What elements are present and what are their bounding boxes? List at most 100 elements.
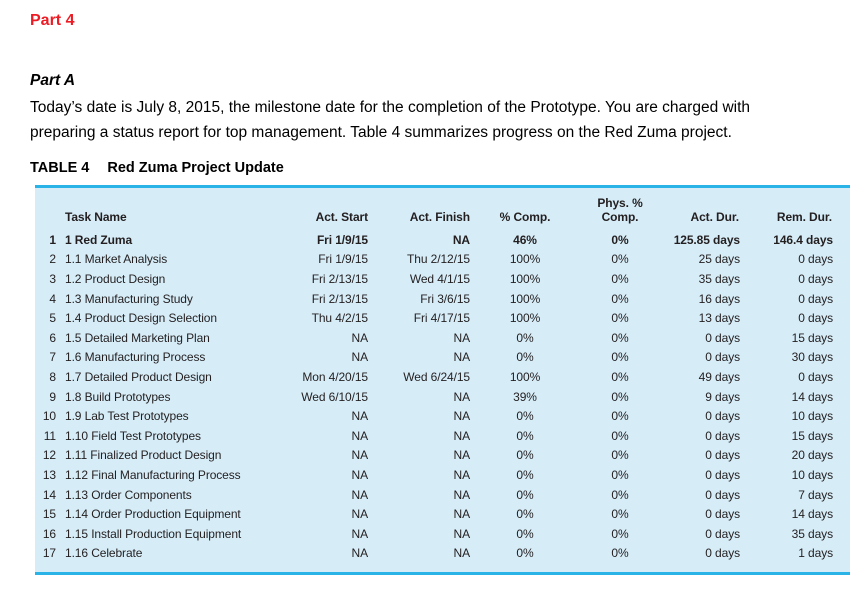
actual-duration: 0 days <box>705 467 740 482</box>
table-row: 8 1.7 Detailed Product Design Mon 4/20/1… <box>35 367 833 387</box>
actual-start: Fri 2/13/15 <box>311 291 368 306</box>
percent-complete: 0% <box>516 467 534 482</box>
physical-percent-complete: 0% <box>611 546 629 561</box>
task-name: 1.14 Order Production Equipment <box>65 507 241 522</box>
row-number: 15 <box>42 507 56 522</box>
percent-complete: 100% <box>509 271 541 286</box>
actual-finish: Wed 4/1/15 <box>409 271 470 286</box>
row-number: 6 <box>49 330 56 345</box>
actual-start: Fri 1/9/15 <box>318 252 368 267</box>
actual-start: NA <box>351 546 369 561</box>
table-title: Red Zuma Project Update <box>107 160 284 176</box>
percent-complete: 0% <box>516 487 534 502</box>
task-name: 1.8 Build Prototypes <box>65 389 171 404</box>
task-name: 1 Red Zuma <box>65 232 133 247</box>
actual-duration: 16 days <box>698 291 740 306</box>
row-number: 12 <box>42 448 56 463</box>
row-number: 2 <box>49 252 56 267</box>
physical-percent-complete: 0% <box>611 448 629 463</box>
table-row: 1 1 Red Zuma Fri 1/9/15 NA 46% 0% 125.85… <box>35 230 833 250</box>
table-row: 2 1.1 Market Analysis Fri 1/9/15 Thu 2/1… <box>35 250 833 270</box>
physical-percent-complete: 0% <box>611 291 629 306</box>
physical-percent-complete: 0% <box>611 428 629 443</box>
header-remaining-duration: Rem. Dur. <box>776 210 832 224</box>
percent-complete: 100% <box>509 291 541 306</box>
table-row: 6 1.5 Detailed Marketing Plan NA NA 0% 0… <box>35 328 833 348</box>
row-number: 8 <box>49 369 56 384</box>
actual-start: Fri 2/13/15 <box>311 271 368 286</box>
table-row: 12 1.11 Finalized Product Design NA NA 0… <box>35 446 833 466</box>
actual-start: NA <box>351 467 369 482</box>
actual-start: NA <box>351 507 369 522</box>
actual-start: NA <box>351 428 369 443</box>
table-row: 9 1.8 Build Prototypes Wed 6/10/15 NA 39… <box>35 387 833 407</box>
physical-percent-complete: 0% <box>611 389 629 404</box>
percent-complete: 0% <box>516 526 534 541</box>
project-update-table: Task Name Act. Start Act. Finish % Comp.… <box>35 191 833 563</box>
actual-duration: 0 days <box>705 507 740 522</box>
header-actual-finish: Act. Finish <box>409 210 470 224</box>
task-name: 1.16 Celebrate <box>65 546 143 561</box>
actual-start: NA <box>351 409 369 424</box>
actual-duration: 35 days <box>698 271 740 286</box>
remaining-duration: 0 days <box>798 311 833 326</box>
actual-start: Wed 6/10/15 <box>301 389 368 404</box>
table-row: 16 1.15 Install Production Equipment NA … <box>35 524 833 544</box>
actual-finish: NA <box>453 546 471 561</box>
table-row: 5 1.4 Product Design Selection Thu 4/2/1… <box>35 308 833 328</box>
actual-duration: 125.85 days <box>673 232 740 247</box>
remaining-duration: 0 days <box>798 252 833 267</box>
percent-complete: 0% <box>516 330 534 345</box>
physical-percent-complete: 0% <box>611 409 629 424</box>
task-name: 1.5 Detailed Marketing Plan <box>65 330 210 345</box>
actual-start: Thu 4/2/15 <box>311 311 368 326</box>
actual-finish: NA <box>453 428 471 443</box>
actual-start: Mon 4/20/15 <box>302 369 368 384</box>
row-number: 4 <box>49 291 56 306</box>
project-update-table-panel: Task Name Act. Start Act. Finish % Comp.… <box>35 185 850 576</box>
task-name: 1.7 Detailed Product Design <box>65 369 212 384</box>
percent-complete: 0% <box>516 409 534 424</box>
physical-percent-complete: 0% <box>611 271 629 286</box>
task-name: 1.15 Install Production Equipment <box>65 526 242 541</box>
table-row: 14 1.13 Order Components NA NA 0% 0% 0 d… <box>35 485 833 505</box>
row-number: 9 <box>49 389 56 404</box>
actual-finish: NA <box>453 526 471 541</box>
row-number: 11 <box>43 428 56 443</box>
actual-duration: 13 days <box>698 311 740 326</box>
header-actual-duration: Act. Dur. <box>690 210 740 224</box>
physical-percent-complete: 0% <box>611 330 629 345</box>
percent-complete: 46% <box>513 232 537 247</box>
remaining-duration: 7 days <box>798 487 833 502</box>
table-row: 15 1.14 Order Production Equipment NA NA… <box>35 504 833 524</box>
row-number: 3 <box>49 271 56 286</box>
task-name: 1.3 Manufacturing Study <box>65 291 193 306</box>
actual-finish: NA <box>453 389 471 404</box>
row-number: 13 <box>42 467 56 482</box>
actual-duration: 0 days <box>705 330 740 345</box>
header-row-number <box>35 191 56 230</box>
remaining-duration: 20 days <box>791 448 833 463</box>
actual-duration: 0 days <box>705 487 740 502</box>
remaining-duration: 0 days <box>798 271 833 286</box>
task-name: 1.11 Finalized Product Design <box>65 448 222 463</box>
part-heading: Part 4 <box>30 12 75 29</box>
percent-complete: 0% <box>516 350 534 365</box>
remaining-duration: 35 days <box>791 526 833 541</box>
remaining-duration: 30 days <box>791 350 833 365</box>
task-name: 1.9 Lab Test Prototypes <box>65 409 189 424</box>
physical-percent-complete: 0% <box>611 311 629 326</box>
actual-start: NA <box>351 330 369 345</box>
table-row: 4 1.3 Manufacturing Study Fri 2/13/15 Fr… <box>35 289 833 309</box>
actual-finish: NA <box>453 467 471 482</box>
remaining-duration: 146.4 days <box>773 232 833 247</box>
physical-percent-complete: 0% <box>611 232 629 247</box>
actual-finish: NA <box>453 350 471 365</box>
physical-percent-complete: 0% <box>611 369 629 384</box>
remaining-duration: 10 days <box>791 467 833 482</box>
header-phys-line1: Phys. % <box>597 196 643 210</box>
row-number: 7 <box>49 350 56 365</box>
row-number: 16 <box>42 526 56 541</box>
remaining-duration: 15 days <box>791 428 833 443</box>
header-row: Task Name Act. Start Act. Finish % Comp.… <box>35 191 833 230</box>
